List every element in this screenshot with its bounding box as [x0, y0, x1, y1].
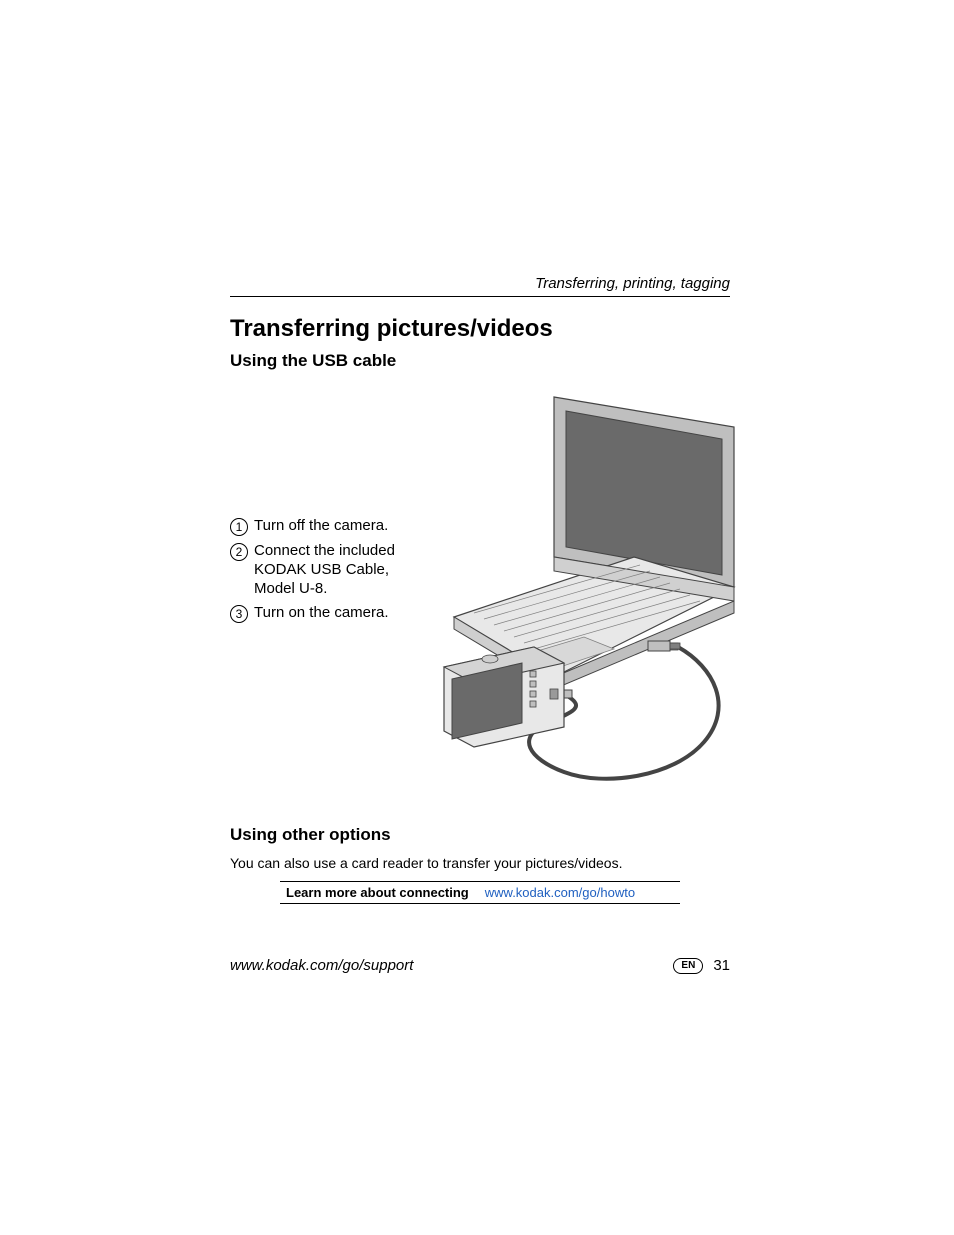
page-number: 31: [713, 957, 730, 974]
step-item: 2 Connect the included KODAK USB Cable, …: [230, 542, 420, 598]
usb-diagram-block: 1 Turn off the camera. 2 Connect the inc…: [230, 387, 730, 807]
step-item: 3 Turn on the camera.: [230, 604, 420, 623]
step-number: 1: [230, 518, 248, 536]
step-item: 1 Turn off the camera.: [230, 517, 420, 536]
page-content: Transferring, printing, tagging Transfer…: [230, 275, 730, 904]
step-number: 2: [230, 543, 248, 561]
footer-right-group: EN 31: [673, 957, 730, 974]
step-text: Turn on the camera.: [254, 604, 389, 623]
other-options-text: You can also use a card reader to transf…: [230, 855, 730, 871]
camera-icon: [444, 647, 564, 747]
step-text: Connect the included KODAK USB Cable, Mo…: [254, 542, 420, 598]
running-header: Transferring, printing, tagging: [230, 275, 730, 297]
step-number: 3: [230, 605, 248, 623]
learn-more-link[interactable]: www.kodak.com/go/howto: [485, 885, 635, 900]
step-text: Turn off the camera.: [254, 517, 388, 536]
laptop-camera-usb-illustration: [434, 387, 744, 807]
learn-more-row: Learn more about connecting www.kodak.co…: [280, 881, 680, 904]
step-list: 1 Turn off the camera. 2 Connect the inc…: [230, 387, 420, 807]
section-heading-other: Using other options: [230, 825, 730, 845]
learn-more-label: Learn more about connecting: [286, 885, 469, 900]
support-url[interactable]: www.kodak.com/go/support: [230, 957, 413, 974]
section-heading-usb: Using the USB cable: [230, 351, 730, 371]
laptop-icon: [454, 397, 734, 689]
language-badge: EN: [673, 958, 703, 974]
page-footer: www.kodak.com/go/support EN 31: [230, 957, 730, 974]
page-title: Transferring pictures/videos: [230, 315, 730, 343]
